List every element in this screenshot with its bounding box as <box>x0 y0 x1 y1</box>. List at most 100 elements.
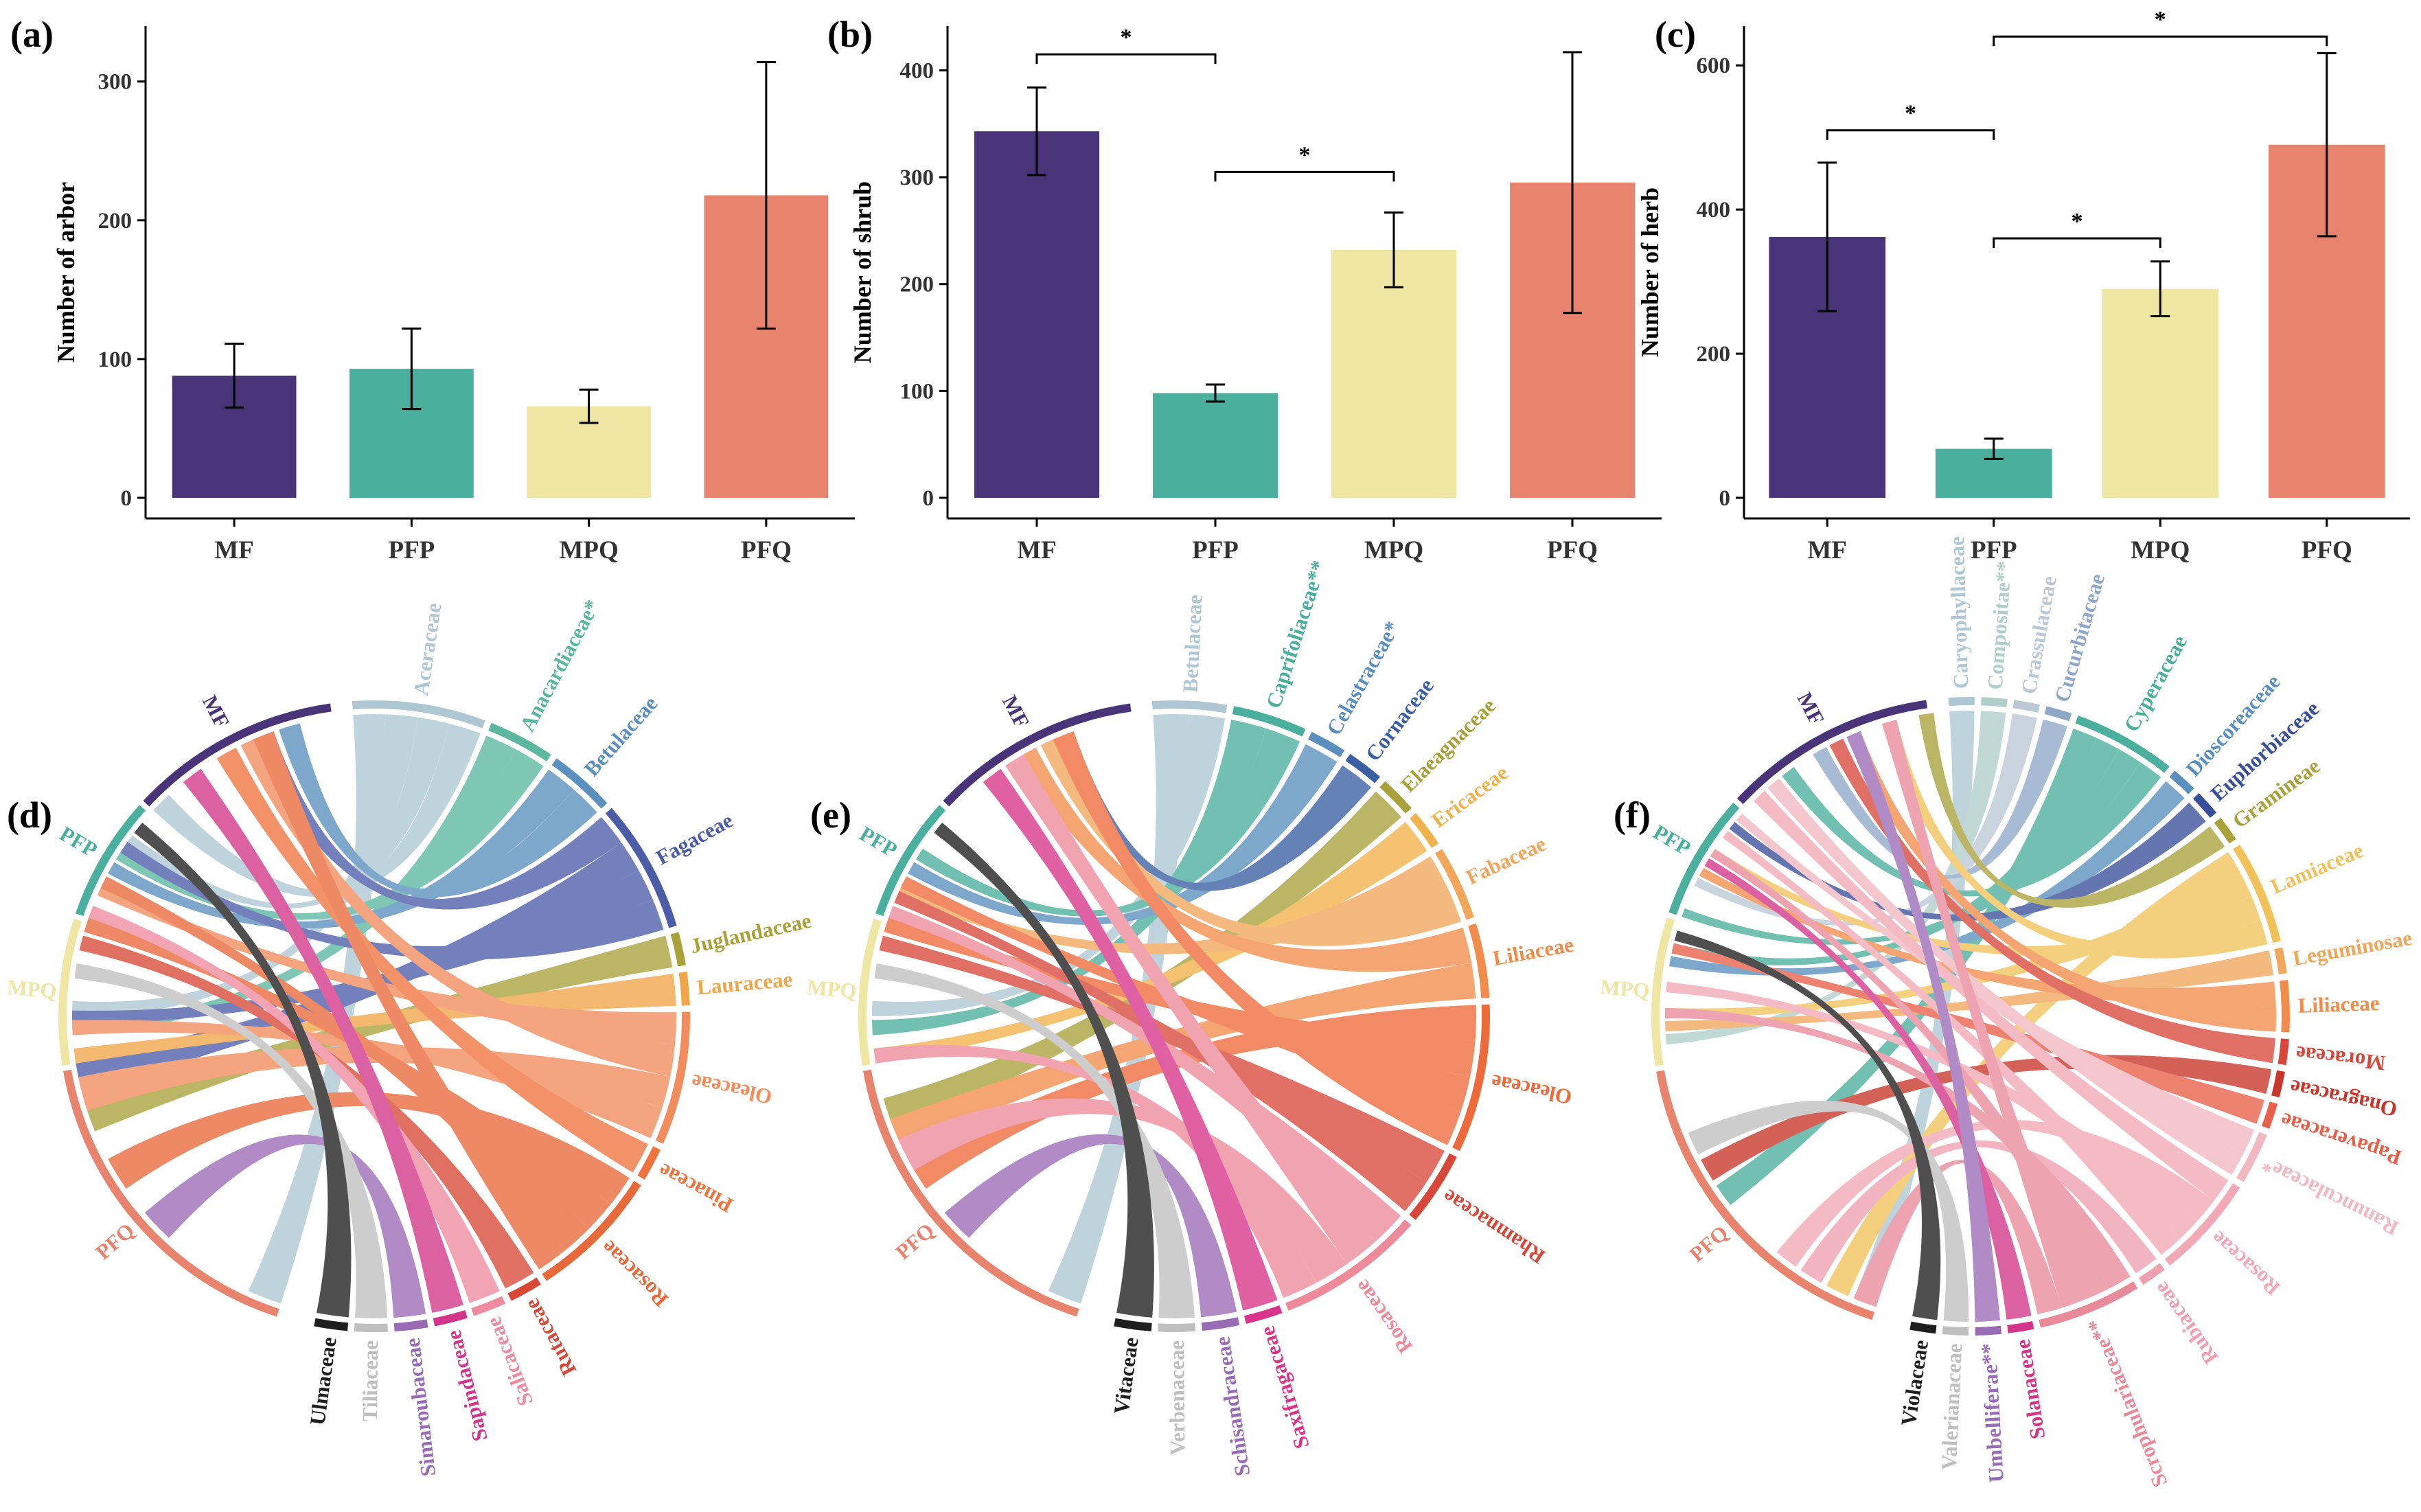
family-label: Simaroubaceae <box>400 1337 441 1478</box>
chord-ribbon <box>884 917 1476 1077</box>
group-label: PFQ <box>891 1218 939 1264</box>
family-label: Moraceae <box>2295 1042 2387 1075</box>
chord-ribbon <box>73 973 676 1064</box>
chord-ribbon <box>79 935 534 1289</box>
family-arc <box>1409 1153 1457 1220</box>
chord-ribbon <box>1881 720 2268 959</box>
family-label: Fagaceae <box>652 808 737 870</box>
y-tick-label: 400 <box>1697 198 1731 222</box>
chord-ribbon <box>873 1044 1317 1298</box>
family-label: Scrophulariaceae** <box>2082 1316 2172 1491</box>
family-arc <box>605 807 677 928</box>
family-label: Oleaceae <box>689 1070 774 1110</box>
chord-ribbon <box>894 891 1427 1211</box>
chord-ribbon <box>1710 849 2109 1300</box>
family-label: Lamiaceae <box>2267 838 2367 898</box>
family-arc <box>2236 1132 2267 1182</box>
family-arc <box>1285 1219 1412 1311</box>
family-arc <box>1468 924 1490 998</box>
y-tick-label: 400 <box>900 58 934 83</box>
group-arc-mpq <box>58 918 82 1066</box>
chord-ribbon <box>1813 719 2067 879</box>
chord-ribbon <box>88 906 500 1303</box>
chord-ribbon <box>1767 778 2245 1176</box>
x-tick-label: PFQ <box>741 536 792 564</box>
significance-bracket <box>1035 53 1217 65</box>
chord-ribbon <box>1699 868 2276 1007</box>
family-arc <box>2261 1101 2278 1129</box>
group-arc-pfp <box>875 805 946 917</box>
significance-bracket <box>1214 170 1395 182</box>
chord-ribbon <box>1754 790 2229 1202</box>
chord-ribbon <box>248 713 386 1304</box>
family-label: Crassulaceae <box>2017 574 2061 696</box>
chord-ribbons <box>872 714 1476 1319</box>
family-arc <box>1975 1325 2001 1336</box>
family-label: Rosaceae <box>596 1236 673 1312</box>
x-tick-label: MF <box>1017 536 1057 564</box>
family-arc <box>2044 706 2072 722</box>
y-tick-label: 100 <box>900 379 934 404</box>
x-tick-label: MF <box>214 536 254 564</box>
family-arc <box>1151 700 1228 713</box>
significance-bracket <box>1993 35 2328 47</box>
family-label: Aceraceae <box>409 602 446 698</box>
chord-ribbon <box>1682 749 2141 945</box>
family-label: Valerianaceae <box>1937 1343 1967 1471</box>
chord-ribbon <box>253 731 622 910</box>
y-tick-label: 100 <box>98 347 133 372</box>
y-axis-label: Number of shrub <box>849 181 876 363</box>
chord-ribbon <box>908 744 1338 925</box>
family-arc <box>2138 1263 2165 1285</box>
y-tick-label: 200 <box>900 273 934 297</box>
chord-ribbon <box>100 876 590 1250</box>
family-arc <box>2007 1320 2034 1333</box>
chord-ribbon <box>934 823 1154 1318</box>
chord-ribbon <box>84 917 611 1229</box>
chord-ribbon <box>83 935 673 1132</box>
family-arc <box>1909 1321 1937 1334</box>
chord-ribbon <box>108 769 575 929</box>
significance-bracket <box>1993 237 2161 249</box>
significance-star: * <box>1905 101 1916 126</box>
group-arc-mf <box>143 703 332 807</box>
x-tick-label: PFP <box>1971 536 2017 564</box>
family-arc <box>352 700 485 729</box>
significance-star: * <box>1121 25 1132 50</box>
significance-bracket <box>1826 129 1995 140</box>
chord-ribbon <box>1665 950 2273 1032</box>
family-arc <box>2075 715 2170 773</box>
chord-ribbon <box>1722 830 2181 1255</box>
group-arc-pfp <box>76 805 146 917</box>
y-tick-label: 0 <box>923 486 934 511</box>
family-arc <box>542 1180 641 1281</box>
chord-ribbon <box>1671 737 2120 965</box>
group-label: MPQ <box>6 975 58 1003</box>
chord-ribbon <box>1729 802 2206 921</box>
family-label: Betulaceae <box>580 691 663 781</box>
chord-ribbon <box>1846 731 2001 1322</box>
chord-ribbon <box>108 1092 630 1204</box>
family-label: Vitaceae <box>1109 1336 1143 1416</box>
family-label: Juglandaceae <box>688 908 813 959</box>
chord-ribbon <box>1782 762 2161 897</box>
group-arc-mf <box>1736 700 1927 805</box>
group-arc-mf <box>943 703 1132 807</box>
family-arc <box>655 1011 690 1144</box>
family-arc <box>2274 947 2287 975</box>
panel-label: (d) <box>7 794 52 836</box>
group-label: PFQ <box>91 1218 139 1264</box>
family-label: Umbelliferae** <box>1977 1342 2008 1483</box>
chord-ribbon <box>1881 720 2086 1308</box>
chord-ribbon <box>888 906 1401 1242</box>
y-tick-label: 200 <box>1697 342 1731 367</box>
family-label: Leguminosae <box>2291 926 2413 970</box>
group-label: MF <box>198 691 234 732</box>
group-label: MF <box>998 691 1034 732</box>
family-label: Violaceae <box>1896 1338 1934 1428</box>
y-tick-label: 300 <box>98 70 133 95</box>
significance-star: * <box>1299 142 1311 168</box>
bar-mpq <box>2102 288 2219 498</box>
family-label: Rutaceae <box>520 1294 582 1379</box>
